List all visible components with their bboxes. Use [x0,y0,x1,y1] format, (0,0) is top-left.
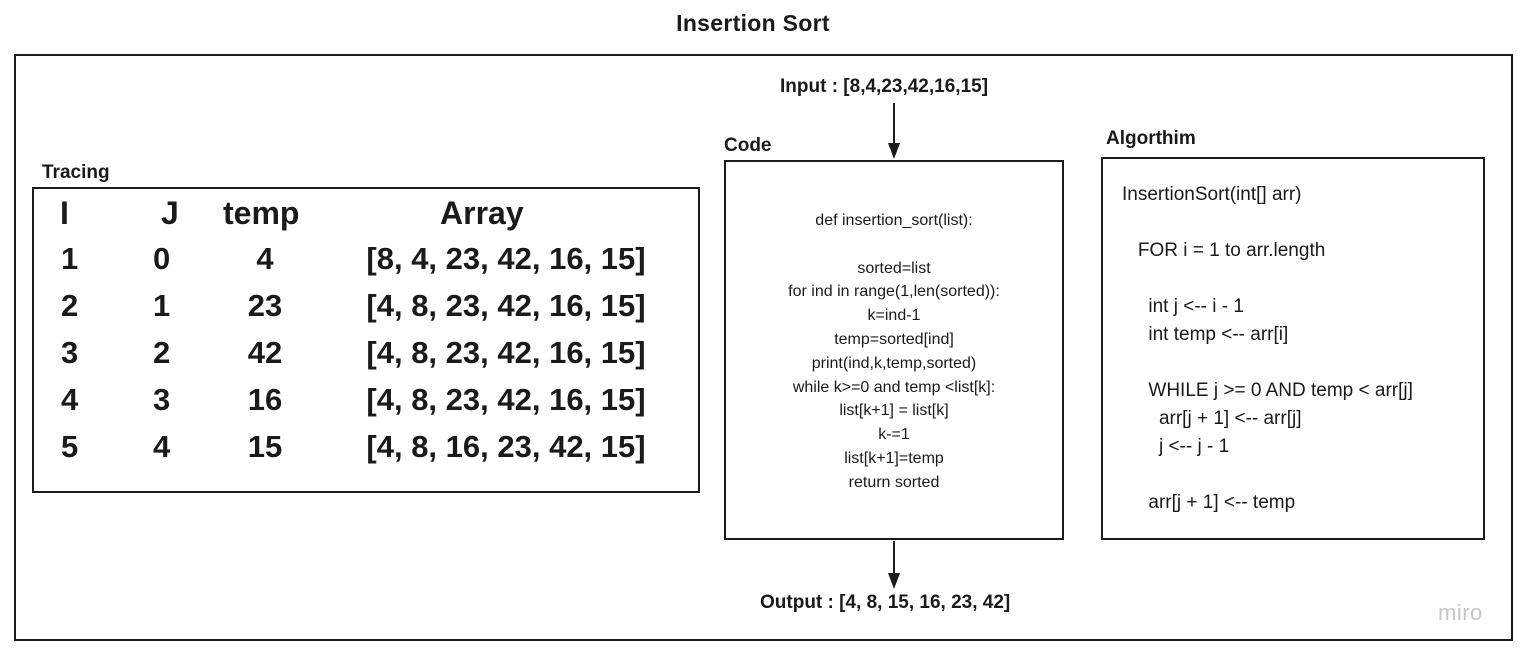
code-line: def insertion_sort(list): [815,212,973,229]
output-label: Output : [4, 8, 15, 16, 23, 42] [760,592,1011,613]
tracing-header-j: J [161,195,179,231]
code-line: list[k+1]=temp [844,449,944,467]
code-line: for ind in range(1,len(sorted)): [788,283,1000,301]
tracing-cell-i: 5 [61,429,79,464]
tracing-cell-temp: 4 [256,241,274,276]
algorithm-box: InsertionSort(int[] arr) FOR i = 1 to ar… [1101,157,1485,540]
code-box: def insertion_sort(list): sorted=list for… [724,160,1064,540]
algorithm-line: j <-- j - 1 [1122,436,1230,457]
output-arrowhead [888,573,900,589]
tracing-cell-temp: 16 [247,382,283,417]
tracing-cell-j: 4 [153,429,171,464]
diagram-frame [14,54,1513,641]
code-line: return sorted [848,473,940,491]
algorithm-label: Algorthim [1106,128,1196,149]
code-listing: def insertion_sort(list): sorted=list for… [726,209,1062,495]
code-line: k-=1 [878,426,910,444]
tracing-row: 4 3 16 [4, 8, 23, 42, 16, 15] [34,380,698,420]
tracing-header-i: I [60,195,69,231]
tracing-cell-array: [8, 4, 23, 42, 16, 15] [366,241,646,276]
input-arrowhead [888,143,900,159]
tracing-cell-i: 3 [61,335,79,370]
tracing-row: 3 2 42 [4, 8, 23, 42, 16, 15] [34,333,698,373]
tracing-cell-array: [4, 8, 23, 42, 16, 15] [366,288,646,323]
page-title: Insertion Sort [676,10,830,36]
tracing-row: 1 0 4 [8, 4, 23, 42, 16, 15] [34,239,698,279]
algorithm-line: arr[j + 1] <-- arr[j] [1122,408,1302,429]
code-line: temp=sorted[ind] [834,330,954,348]
tracing-cell-array: [4, 8, 16, 23, 42, 15] [366,429,646,464]
tracing-row: 2 1 23 [4, 8, 23, 42, 16, 15] [34,286,698,326]
input-label: Input : [8,4,23,42,16,15] [780,76,989,97]
tracing-cell-j: 0 [153,241,171,276]
tracing-row: 5 4 15 [4, 8, 16, 23, 42, 15] [34,427,698,467]
tracing-cell-i: 2 [61,288,79,323]
tracing-cell-i: 4 [61,382,79,417]
tracing-cell-array: [4, 8, 23, 42, 16, 15] [366,335,646,370]
algorithm-line: InsertionSort(int[] arr) [1122,184,1302,205]
algorithm-line: WHILE j >= 0 AND temp < arr[j] [1122,380,1413,401]
miro-watermark: miro [1438,600,1483,625]
tracing-header-array: Array [440,195,524,231]
code-line: k=ind-1 [867,307,921,325]
tracing-label: Tracing [42,162,110,183]
code-line: while k>=0 and temp <list[k]: [792,378,996,396]
tracing-header-temp: temp [223,195,300,231]
code-line: list[k+1] = list[k] [839,402,949,420]
algorithm-line: int j <-- i - 1 [1122,296,1244,317]
code-label: Code [724,135,772,156]
tracing-cell-array: [4, 8, 23, 42, 16, 15] [366,382,646,417]
tracing-cell-temp: 23 [247,288,283,323]
tracing-cell-temp: 42 [247,335,283,370]
code-line: print(ind,k,temp,sorted) [811,354,977,372]
tracing-cell-j: 1 [153,288,171,323]
tracing-cell-i: 1 [61,241,79,276]
algorithm-line: arr[j + 1] <-- temp [1122,492,1296,513]
algorithm-line: int temp <-- arr[i] [1122,324,1289,345]
tracing-cell-temp: 15 [247,429,283,464]
tracing-cell-j: 3 [153,382,171,417]
algorithm-listing: InsertionSort(int[] arr) FOR i = 1 to ar… [1122,181,1413,517]
algorithm-line: FOR i = 1 to arr.length [1122,240,1326,261]
tracing-cell-j: 2 [153,335,171,370]
code-line: sorted=list [857,259,931,277]
